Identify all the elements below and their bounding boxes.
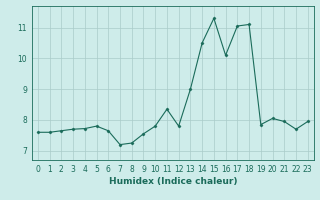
X-axis label: Humidex (Indice chaleur): Humidex (Indice chaleur) — [108, 177, 237, 186]
